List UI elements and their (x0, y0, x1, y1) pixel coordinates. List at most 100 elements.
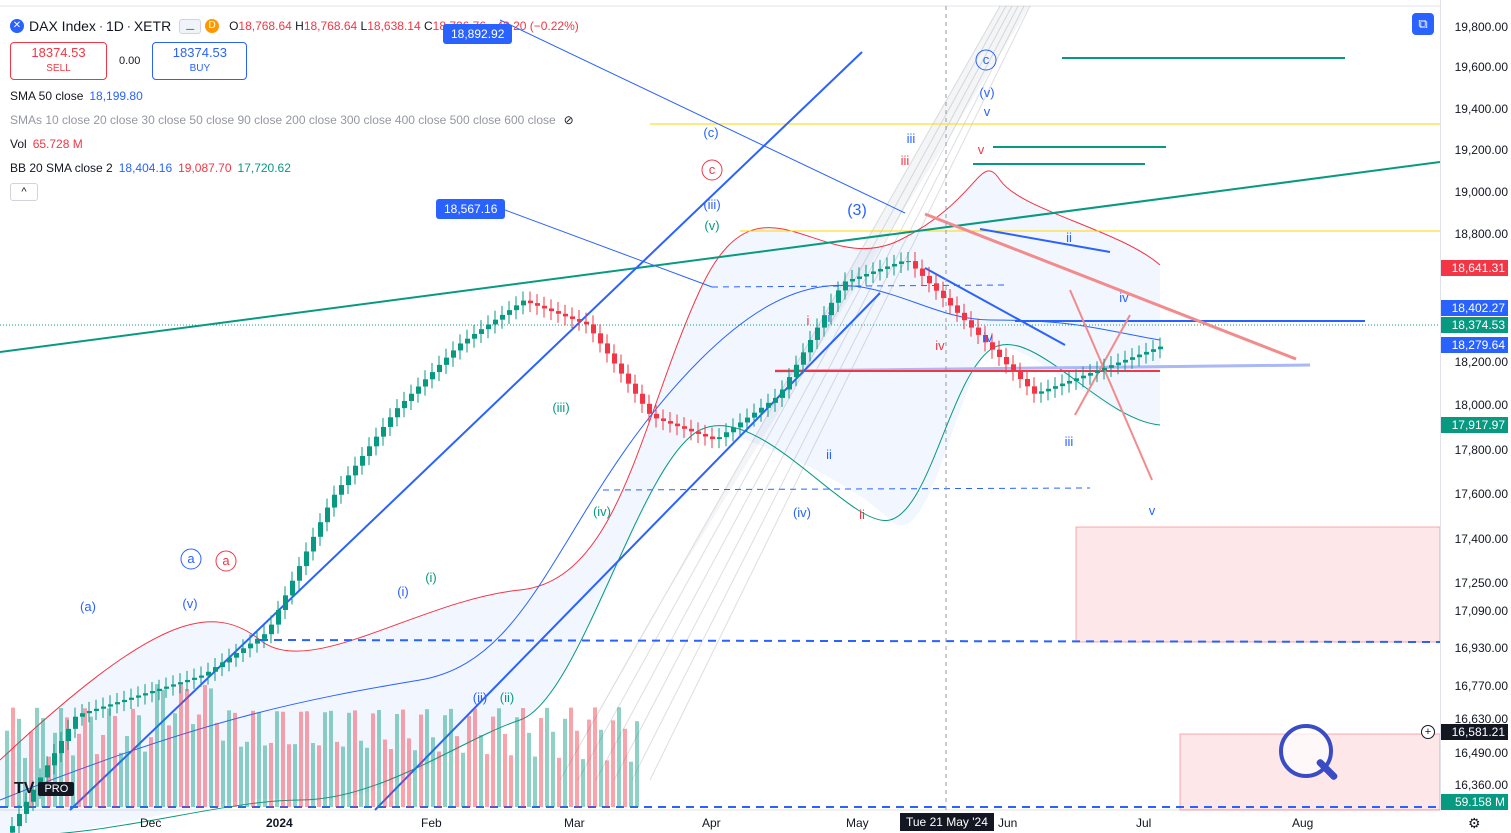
volume-bar (581, 759, 585, 807)
volume-bar (323, 712, 327, 807)
candle-body (759, 407, 764, 413)
price-tick: 16,490.00 (1454, 746, 1508, 760)
candle-body (969, 320, 974, 328)
price-tick: 16,930.00 (1454, 641, 1508, 655)
price-tick: 17,400.00 (1454, 532, 1508, 546)
volume-bar (491, 716, 495, 807)
vol-row[interactable]: Vol 65.728 M (10, 137, 83, 151)
volume-bar (251, 710, 255, 807)
candle-body (101, 706, 106, 709)
blue-diagonal (924, 267, 1066, 346)
candle-body (1039, 391, 1044, 394)
interval[interactable]: 1D (105, 18, 124, 34)
smas-row[interactable]: SMAs 10 close 20 close 30 close 50 close… (10, 113, 574, 127)
candle-body (1102, 367, 1107, 371)
candle-body (346, 475, 351, 486)
volume-bar (383, 739, 387, 807)
volume-bar (401, 709, 405, 807)
candle-body (815, 327, 820, 340)
candle-body (129, 697, 134, 700)
candle-body (1004, 356, 1009, 365)
wave-label: iii (901, 153, 910, 168)
volume-bar (293, 744, 297, 807)
candle-body (696, 431, 701, 434)
candle-body (899, 261, 904, 264)
volume-bar (215, 722, 219, 807)
volume-bar (143, 751, 147, 807)
candle-body (94, 708, 99, 711)
volume-bar (551, 731, 555, 807)
volume-bar (509, 755, 513, 807)
volume-bar (569, 707, 573, 807)
float-label-mid[interactable]: 18,567.16 (436, 199, 506, 219)
candle-body (472, 333, 477, 339)
buy-button[interactable]: 18374.53 BUY (152, 42, 248, 80)
wave-label: c (709, 162, 716, 177)
wave-label: (ii) (500, 690, 514, 705)
volume-bar (497, 708, 501, 807)
symbol-name[interactable]: DAX Index (29, 18, 96, 34)
volume-bar (173, 713, 177, 807)
price-tick: 18,800.00 (1454, 227, 1508, 241)
price-chart[interactable]: (a) (v) a a (i) (i) (ii) (ii) (iii) (iv) (iii) (v) (… (0, 0, 1440, 833)
candle-body (563, 313, 568, 317)
wave-label: v (978, 142, 985, 157)
candle-body (73, 716, 78, 729)
candle-body (689, 428, 694, 432)
candle-body (1088, 373, 1093, 376)
candle-body (920, 268, 925, 276)
wave-label: (c) (703, 125, 718, 140)
add-icon[interactable]: + (1421, 725, 1435, 739)
volume-bar (479, 735, 483, 807)
volume-bar (377, 709, 381, 807)
bb-row[interactable]: BB 20 SMA close 2 18,404.16 19,087.70 17… (10, 161, 291, 175)
volume-bar (71, 755, 75, 807)
status-badge[interactable]: ⚊ (179, 18, 202, 34)
candle-body (416, 386, 421, 394)
candle-body (752, 412, 757, 418)
volume-bar (455, 736, 459, 807)
green-trendline (0, 161, 1440, 353)
time-tick: Aug (1292, 816, 1314, 830)
wave-label: (i) (397, 584, 409, 599)
price-axis[interactable]: 19,800.00 19,600.00 19,400.00 19,200.00 19,0… (1440, 0, 1511, 810)
candle-body (1074, 378, 1079, 381)
volume-bar (413, 750, 417, 807)
candle-body (304, 551, 309, 567)
volume-bar (11, 707, 15, 807)
float-label-top[interactable]: 18,892.92 (443, 24, 513, 44)
candle-body (45, 765, 50, 778)
sma50-row[interactable]: SMA 50 close 18,199.80 (10, 89, 143, 103)
time-tick: Jul (1136, 816, 1152, 830)
sell-button[interactable]: 18374.53 SELL (10, 42, 107, 80)
volume-bar (23, 757, 27, 807)
fullscreen-icon[interactable]: ⧉ (1412, 13, 1434, 35)
wave-label: i (807, 313, 810, 328)
volume-bar (113, 715, 117, 807)
candle-body (248, 643, 253, 649)
candle-body (1053, 386, 1058, 389)
volume-bar (545, 707, 549, 807)
candle-body (654, 413, 659, 419)
wave-label: (v) (182, 596, 197, 611)
hidden-eye-icon[interactable]: ⊘ (563, 113, 574, 127)
candle-body (521, 300, 526, 306)
red-vertical (1069, 289, 1153, 481)
time-tick: May (846, 816, 869, 830)
settings-icon[interactable]: ⚙ (1468, 815, 1481, 831)
volume-bar (191, 724, 195, 807)
volume-bar (167, 725, 171, 807)
collapse-legend-button[interactable]: ^ (10, 183, 38, 201)
price-tick: 19,200.00 (1454, 143, 1508, 157)
candle-body (1032, 386, 1037, 394)
candle-body (913, 261, 918, 269)
volume-bar (533, 756, 537, 807)
volume-bar (407, 738, 411, 807)
candle-body (591, 324, 596, 334)
candle-body (1123, 359, 1128, 363)
candle-body (668, 421, 673, 424)
volume-bar (221, 740, 225, 807)
channel-line (595, 5, 1013, 781)
volume-bar (587, 719, 591, 807)
candle-body (1067, 380, 1072, 384)
